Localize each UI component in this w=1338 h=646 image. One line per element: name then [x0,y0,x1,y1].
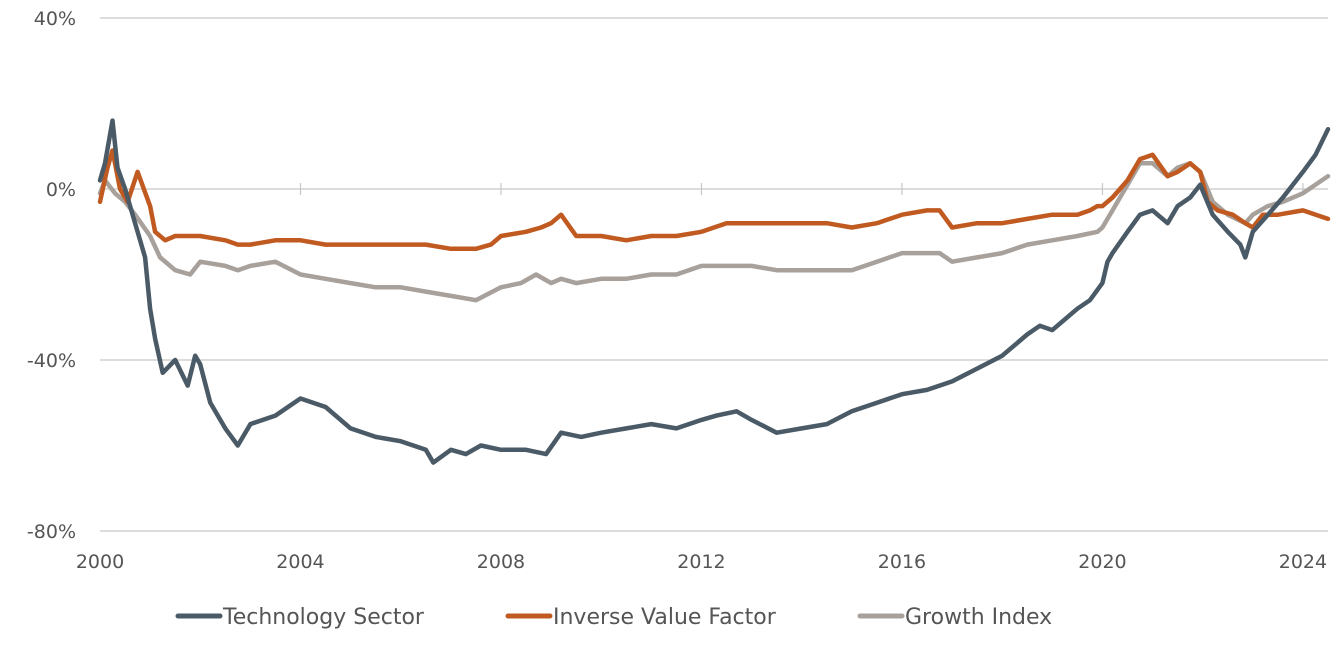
y-axis: 40% 0% -40% -80% [27,8,76,543]
x-tick-label: 2020 [1078,551,1126,573]
y-tick-label: -80% [27,521,76,543]
y-tick-label: -40% [27,350,76,372]
legend-label: Inverse Value Factor [553,605,777,630]
series-line-2 [97,161,1331,303]
gridlines [100,17,1328,532]
legend-label: Technology Sector [222,605,425,630]
x-tick-label: 2008 [477,551,525,573]
x-tick-label: 2000 [76,551,124,573]
x-axis: 2000 2004 2008 2012 2016 2020 2024 [76,183,1327,573]
y-tick-label: 0% [46,179,76,201]
x-tick-label: 2004 [276,551,324,573]
series-line-1 [97,148,1331,252]
x-tick-label: 2016 [878,551,926,573]
series-line-0 [97,118,1331,465]
y-tick-label: 40% [34,8,76,30]
legend: Technology Sector Inverse Value Factor Gro… [175,605,1052,630]
legend-label: Growth Index [905,605,1052,630]
series-lines [97,118,1331,465]
x-tick-label: 2024 [1279,551,1327,573]
x-tick-label: 2012 [677,551,725,573]
